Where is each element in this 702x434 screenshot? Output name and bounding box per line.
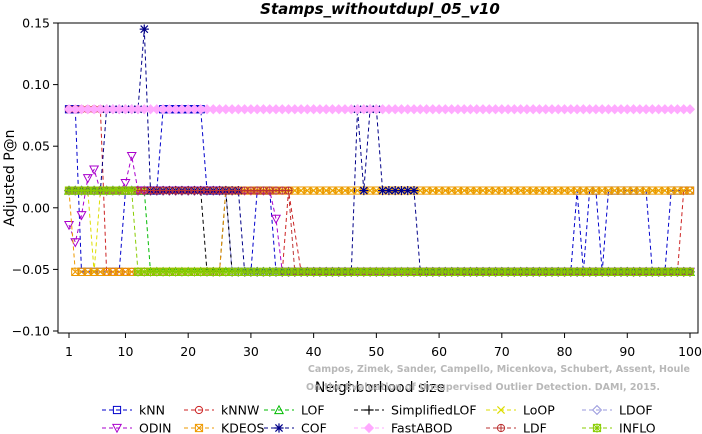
data-point-odin-10 <box>120 179 131 189</box>
legend-marker-inflo <box>592 423 602 433</box>
legend-label-knn: kNN <box>139 403 165 418</box>
x-axis-label: Neighborhood size <box>315 380 445 396</box>
legend-item-cof: COF <box>264 421 327 434</box>
legend-item-ldf: LDF <box>486 421 547 434</box>
data-point-cof-13 <box>139 24 149 34</box>
legend-label-fastabod: FastABOD <box>391 421 453 434</box>
legend-marker-kdeos <box>194 423 204 433</box>
series-layer <box>63 24 696 278</box>
legend-marker-lof <box>273 404 285 415</box>
y-axis-label: Adjusted P@n <box>2 129 18 226</box>
legend-item-simplifiedlof: SimplifiedLOF <box>354 403 477 418</box>
legend-item-odin: ODIN <box>102 421 172 434</box>
y-tick-label: 0.15 <box>22 16 50 31</box>
credit-line-1: Campos, Zimek, Sander, Campello, Micenko… <box>308 364 690 375</box>
data-point-inflo-11 <box>127 185 137 196</box>
legend-label-simplifiedlof: SimplifiedLOF <box>391 403 477 418</box>
legend-item-knnw: kNNW <box>184 403 259 418</box>
series-ldof <box>63 185 696 277</box>
data-point-cof-52 <box>384 185 394 196</box>
y-axis-ticks: −0.10 −0.05 0.00 0.05 0.10 0.15 <box>12 16 58 339</box>
data-point-cof-53 <box>390 185 400 196</box>
legend-marker-simplifiedlof <box>364 405 374 415</box>
y-tick-label: 0.10 <box>22 77 50 92</box>
legend-item-lof: LOF <box>264 403 325 418</box>
series-simplifiedlof <box>64 185 695 277</box>
data-point-cof-54 <box>396 185 407 196</box>
legend-label-ldf: LDF <box>523 421 547 434</box>
data-point-ldf-36 <box>284 186 293 195</box>
data-point-odin-11 <box>126 151 137 162</box>
legend-marker-fastabod <box>363 422 375 434</box>
legend-label-cof: COF <box>301 421 327 434</box>
legend-label-odin: ODIN <box>139 421 172 434</box>
legend-label-ldof: LDOF <box>619 403 653 418</box>
data-point-odin-4 <box>82 174 93 184</box>
chart-title: Stamps_withoutdupl_05_v10 <box>260 0 500 18</box>
x-tick-label: 30 <box>243 344 259 359</box>
legend-item-fastabod: FastABOD <box>354 421 453 434</box>
x-axis-ticks: 1 10 20 30 40 50 60 70 80 90 100 <box>65 333 702 359</box>
legend-label-inflo: INFLO <box>619 421 656 434</box>
x-tick-label: 90 <box>619 344 635 359</box>
legend-marker-cof <box>274 423 284 433</box>
x-tick-label: 50 <box>368 344 384 359</box>
data-point-cof-48 <box>359 185 369 196</box>
series-odin <box>63 151 696 278</box>
data-point-cof-56 <box>409 185 419 196</box>
data-point-cof-51 <box>378 185 388 196</box>
x-tick-label: 1 <box>65 344 73 359</box>
data-point-odin-3 <box>76 211 87 221</box>
x-tick-label: 10 <box>118 344 134 359</box>
x-tick-label: 20 <box>180 344 196 359</box>
legend-item-loop: LoOP <box>486 403 555 418</box>
legend-marker-knnw <box>194 405 204 415</box>
data-point-odin-34 <box>270 214 282 225</box>
y-tick-label: 0.05 <box>22 139 50 154</box>
legend-marker-knn <box>112 405 122 415</box>
x-tick-label: 60 <box>431 344 447 359</box>
series-fastabod <box>63 104 696 115</box>
legend-label-knnw: kNNW <box>221 403 259 418</box>
credit-line-2: On the Evaluation of Unsupervised Outlie… <box>306 382 660 393</box>
legend-marker-odin <box>111 423 123 434</box>
x-tick-label: 100 <box>678 344 702 359</box>
data-point-odin-1 <box>63 220 75 231</box>
series-lof <box>63 185 696 276</box>
data-point-inflo-100 <box>685 267 695 277</box>
plot-frame <box>57 22 699 334</box>
y-tick-label: 0.00 <box>22 200 50 215</box>
legend-label-kdeos: KDEOS <box>221 421 265 434</box>
legend-marker-loop <box>496 405 506 415</box>
x-tick-label: 70 <box>494 344 510 359</box>
data-point-odin-5 <box>89 165 100 175</box>
data-point-cof-55 <box>403 185 413 196</box>
legend: kNN kNNW LOF SimplifiedLOF LoOP LDOF ODIN KDEOS… <box>102 403 656 434</box>
data-point-kdeos-100 <box>685 186 695 195</box>
series-line-odin <box>68 155 690 273</box>
x-tick-label: 40 <box>306 344 322 359</box>
legend-item-knn: kNN <box>102 403 165 418</box>
series-inflo <box>64 185 695 277</box>
legend-label-loop: LoOP <box>523 403 555 418</box>
series-line-cof <box>69 29 690 273</box>
legend-item-ldof: LDOF <box>582 403 653 418</box>
legend-item-kdeos: KDEOS <box>184 421 265 434</box>
legend-marker-ldof <box>591 404 603 416</box>
y-tick-label: −0.10 <box>12 324 50 339</box>
data-point-fastabod-100 <box>684 104 696 115</box>
y-tick-label: −0.05 <box>12 262 50 277</box>
legend-item-inflo: INFLO <box>582 421 656 434</box>
x-tick-label: 80 <box>557 344 573 359</box>
legend-marker-ldf <box>496 423 506 433</box>
legend-label-lof: LOF <box>301 403 325 418</box>
